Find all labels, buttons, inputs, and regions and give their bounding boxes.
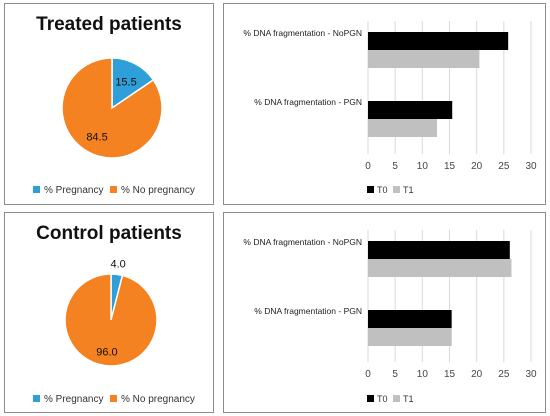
treated-bar-xtick-label-3: 15 — [444, 161, 456, 172]
treated-pie-slice-label-1: 84.5 — [86, 131, 107, 143]
treated-bar-legend-label-1: T1 — [403, 185, 414, 195]
control-bar-chart: 0 5 10 15 20 25 30 % DNA fragmentation - NoPGN%… — [243, 230, 537, 404]
control-bar-legend-swatch-0 — [367, 395, 374, 402]
treated-pie-slice-0 — [111, 57, 155, 110]
treated-bar-bar-1-1 — [368, 119, 438, 137]
control-pie-panel: Control patients 4.0 96.0 % Pregnancy % No … — [4, 212, 214, 413]
control-bar-category-label-0: % DNA fragmentation - NoPGN — [243, 237, 362, 247]
treated-pie-slice-1 — [61, 57, 163, 159]
control-bar-panel: 0 5 10 15 20 25 30 % DNA fragmentation - NoPGN%… — [223, 212, 546, 413]
control-pie-legend-label-1: % No pregnancy — [121, 394, 195, 405]
treated-bar-xtick-label-0: 0 — [365, 161, 371, 172]
control-bar-xtick-label-5: 25 — [498, 369, 510, 380]
treated-pie-chart: 15.5 84.5 % Pregnancy % No pregnancy — [33, 57, 195, 196]
control-bar-bar-1-1 — [368, 328, 452, 346]
control-bar-xtick-label-2: 10 — [417, 369, 429, 380]
treated-bar-bar-0-0 — [368, 32, 509, 50]
treated-pie-legend-label-0: % Pregnancy — [44, 185, 103, 196]
control-bar-xtick-label-3: 15 — [444, 369, 456, 380]
treated-bar-legend-swatch-0 — [367, 186, 374, 193]
treated-bar-chart: 0 5 10 15 20 25 30 % DNA fragmentation - NoPGN%… — [243, 21, 537, 195]
control-bar-bar-1-0 — [368, 310, 452, 328]
treated-pie-title: Treated patients — [36, 14, 182, 35]
treated-bar-xtick-label-6: 30 — [525, 161, 537, 172]
control-bar-xtick-label-0: 0 — [365, 369, 371, 380]
treated-bar-bar-1-0 — [368, 101, 453, 119]
treated-pie-legend-label-1: % No pregnancy — [121, 185, 195, 196]
control-pie-legend-swatch-0 — [33, 395, 40, 402]
control-bar-xtick-label-4: 20 — [471, 369, 483, 380]
treated-pie-panel: Treated patients 15.5 84.5 % Pregnancy % No… — [4, 3, 214, 205]
control-bar-legend-label-0: T0 — [377, 394, 388, 404]
control-bar-category-label-1: % DNA fragmentation - PGN — [254, 306, 362, 316]
treated-bar-category-label-1: % DNA fragmentation - PGN — [254, 97, 362, 107]
control-bar-legend-swatch-1 — [393, 395, 400, 402]
control-bar-bar-0-0 — [368, 241, 510, 259]
treated-bar-legend-swatch-1 — [393, 186, 400, 193]
treated-bar-xtick-label-5: 25 — [498, 161, 510, 172]
treated-pie-slice-label-0: 15.5 — [115, 76, 136, 88]
treated-pie-legend-swatch-1 — [110, 186, 117, 193]
treated-pie-legend-swatch-0 — [33, 186, 40, 193]
control-pie-legend-swatch-1 — [110, 395, 117, 402]
control-pie-legend-label-0: % Pregnancy — [44, 394, 103, 405]
treated-bar-legend-label-0: T0 — [377, 185, 388, 195]
treated-bar-xtick-label-1: 5 — [392, 161, 398, 172]
treated-bar-xtick-label-4: 20 — [471, 161, 483, 172]
treated-bar-category-label-0: % DNA fragmentation - NoPGN — [243, 28, 362, 38]
control-bar-bar-0-1 — [368, 259, 512, 277]
control-bar-legend-label-1: T1 — [403, 394, 414, 404]
treated-bar-xtick-label-2: 10 — [417, 161, 429, 172]
control-pie-slice-label-1: 96.0 — [96, 347, 117, 359]
control-bar-xtick-label-6: 30 — [525, 369, 537, 380]
control-pie-title: Control patients — [36, 223, 182, 244]
treated-bar-bar-0-1 — [368, 50, 480, 68]
control-pie-chart: 4.0 96.0 % Pregnancy % No pregnancy — [33, 258, 195, 405]
control-pie-slice-1 — [64, 273, 158, 367]
treated-bar-panel: 0 5 10 15 20 25 30 % DNA fragmentation - NoPGN%… — [223, 3, 546, 205]
control-bar-xtick-label-1: 5 — [392, 369, 398, 380]
control-pie-slice-label-0: 4.0 — [110, 258, 125, 270]
